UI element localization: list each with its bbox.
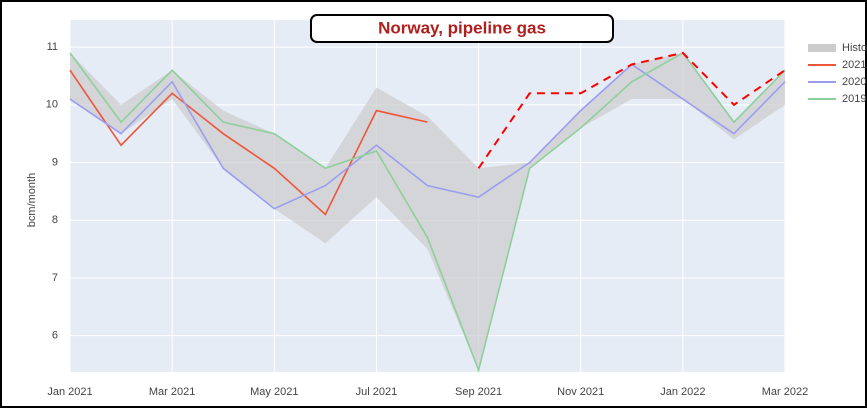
legend-label: Historical range [842,42,867,54]
band [70,52,785,371]
y-tick-label: 10 [46,99,58,111]
x-tick-label: Jul 2021 [356,386,398,398]
y-tick-label: 9 [52,156,58,168]
x-tick-label: Jan 2022 [660,386,705,398]
x-tick-label: Mar 2022 [762,386,808,398]
legend-label: 2019 [842,93,866,105]
y-tick-label: 11 [47,41,58,53]
line [69,51,786,373]
line [69,63,786,210]
x-tick-label: Mar 2021 [149,386,195,398]
line [477,51,786,169]
x-tick-label: Nov 2021 [557,386,604,398]
y-axis-label: bcm/month [26,173,38,227]
title-box [310,14,614,43]
x-tick-label: Jan 2021 [47,386,92,398]
chart-title: Norway, pipeline gas [378,18,546,37]
y-tick-label: 7 [52,272,58,284]
legend-swatch [808,44,836,52]
line [69,69,428,216]
legend-label: 2021 [842,59,866,71]
layer: 6 7 8 9 10 11 Jan 2021 Mar 2021 May 2021 Jul 2021… [46,20,867,398]
y-tick-label: 8 [52,214,58,226]
x-tick-label: Sep 2021 [455,386,502,398]
x-tick-label: May 2021 [250,386,298,398]
legend-label: 2020 [842,76,866,88]
y-tick-label: 6 [52,330,58,342]
